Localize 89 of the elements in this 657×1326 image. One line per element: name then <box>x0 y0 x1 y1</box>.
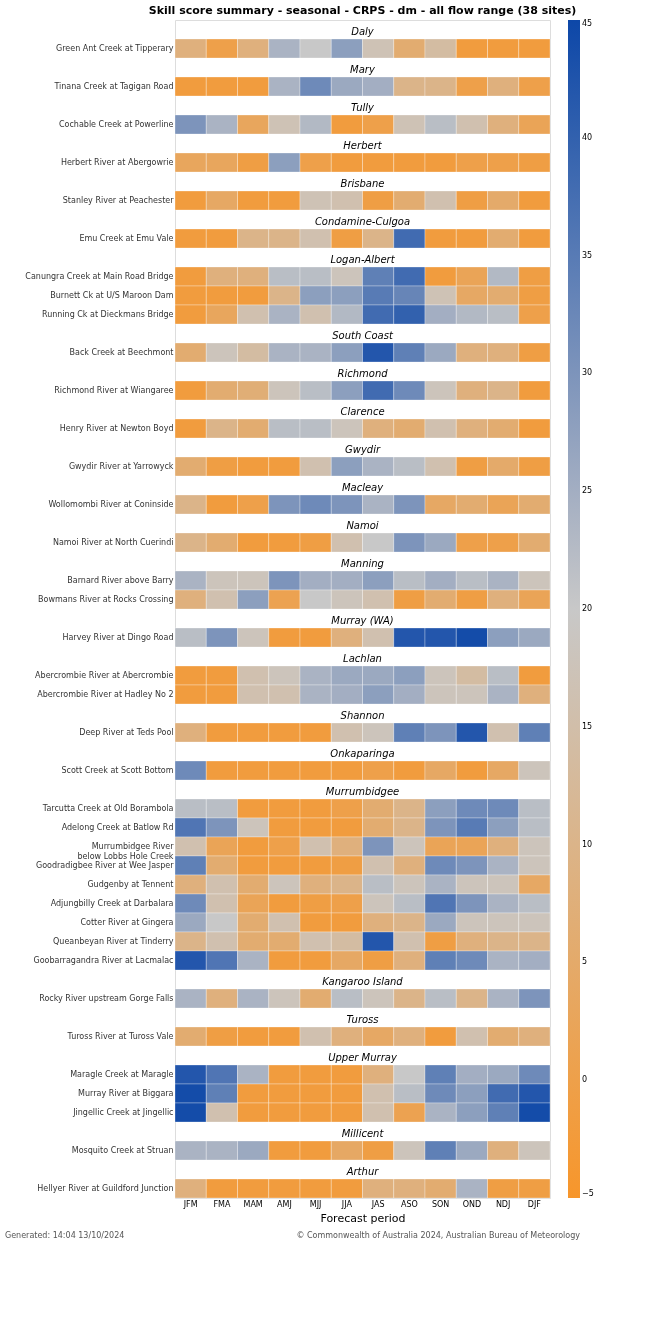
y-tick-label: Brisbane <box>340 177 385 189</box>
y-tick-label: Deep River at Teds Pool <box>79 727 174 737</box>
y-tick-label: Abercrombie River at Abercrombie <box>35 670 174 680</box>
x-tick-label: JAS <box>370 1199 385 1209</box>
y-tick-label: Upper Murray <box>328 1051 398 1063</box>
y-tick-label: Lachlan <box>343 652 382 664</box>
y-tick-label: Burnett Ck at U/S Maroon Dam <box>50 290 174 300</box>
y-tick-label: Richmond <box>337 367 389 379</box>
y-tick-label: Manning <box>341 557 384 569</box>
y-tick-label: Tarcutta Creek at Old Borambola <box>41 803 174 813</box>
x-tick-label: JFM <box>182 1199 198 1209</box>
y-tick-label: Herbert <box>343 139 383 151</box>
y-tick-label: Hellyer River at Guildford Junction <box>37 1183 174 1193</box>
y-tick-label: Murrumbidgee <box>325 785 400 797</box>
y-tick-label: Tuross River at Tuross Vale <box>66 1031 174 1041</box>
y-tick-label: Clarence <box>340 405 385 417</box>
color-bar-label: 30 <box>582 368 593 378</box>
y-tick-label: Harvey River at Dingo Road <box>62 632 174 642</box>
y-tick-label: Jingellic Creek at Jingellic <box>72 1107 174 1117</box>
x-tick-label: AMJ <box>277 1199 292 1209</box>
y-tick-label: Cochable Creek at Powerline <box>58 119 174 129</box>
text: Generated: 14:04 13/10/2024 <box>5 1231 125 1240</box>
color-bar-label: 5 <box>582 957 588 967</box>
y-tick-label: Gwydir River at Yarrowyck <box>68 461 174 471</box>
y-tick-label: Tuross <box>346 1013 379 1025</box>
x-tick-label: FMA <box>213 1199 231 1209</box>
y-tick-label: Green Ant Creek at Tipperary <box>56 43 174 53</box>
color-bar-label: 15 <box>582 721 593 731</box>
y-tick-label: Goobarragandra River at Lacmalac <box>33 955 174 965</box>
color-bar-label: 25 <box>582 486 593 496</box>
color-bar-label: 45 <box>582 19 593 28</box>
text: © Commonwealth of Australia 2024, Australian Bureau of Meteorology <box>296 1231 581 1240</box>
y-tick-label: Murrumbidgee River below Lobbs Hole Creek <box>77 841 175 861</box>
y-tick-label: Stanley River at Peachester <box>62 195 175 205</box>
y-tick-label: Scott Creek at Scott Bottom <box>61 765 174 775</box>
x-tick-label: SON <box>431 1199 450 1209</box>
y-tick-label: Macleay <box>341 481 385 493</box>
y-tick-label: Emu Creek at Emu Vale <box>79 233 174 243</box>
y-tick-label: Tully <box>351 101 376 113</box>
x-tick-label: NDJ <box>495 1199 511 1209</box>
x-tick-label: JJA <box>340 1199 353 1209</box>
y-tick-label: Herbert River at Abergowrie <box>60 157 174 167</box>
x-tick-label: MAM <box>243 1199 263 1209</box>
y-tick-label: Murray (WA) <box>331 614 394 626</box>
y-tick-label: Canungra Creek at Main Road Bridge <box>25 271 174 281</box>
x-tick-label: OND <box>462 1199 482 1209</box>
y-tick-label: Adelong Creek at Batlow Rd <box>61 822 174 832</box>
y-tick-label: Maragle Creek at Maragle <box>70 1069 174 1079</box>
y-tick-label: Kangaroo Island <box>322 975 404 987</box>
y-tick-label: Logan-Albert <box>330 253 396 265</box>
y-tick-label: Running Ck at Dieckmans Bridge <box>41 309 174 319</box>
y-tick-label: Henry River at Newton Boyd <box>59 423 174 433</box>
y-tick-label: Mary <box>350 63 376 75</box>
y-tick-label: Daly <box>351 25 375 37</box>
color-bar-label: 40 <box>582 132 593 142</box>
y-tick-label: Tinana Creek at Tagigan Road <box>53 81 174 91</box>
y-tick-label: Queanbeyan River at Tinderry <box>53 936 174 946</box>
y-tick-label: Wollomombi River at Coninside <box>48 499 174 509</box>
y-tick-label: Mosquito Creek at Struan <box>71 1145 174 1155</box>
color-bar-label: 0 <box>582 1075 588 1085</box>
y-tick-label: Cotter River at Gingera <box>80 917 174 927</box>
color-bar-label: 20 <box>582 604 593 613</box>
y-tick-label: Barnard River above Barry <box>67 575 174 585</box>
y-tick-label: Shannon <box>340 709 385 721</box>
y-tick-label: Gudgenby at Tennent <box>87 879 174 889</box>
x-axis-title: Forecast period <box>320 1211 406 1225</box>
y-tick-label: Namoi <box>346 519 379 531</box>
y-tick-label: Arthur <box>345 1165 380 1177</box>
x-tick-label: ASO <box>400 1199 418 1209</box>
chart-title: Skill score summary - seasonal - CRPS - dm - all flow range (38 sites) <box>148 4 577 17</box>
x-tick-label: MJJ <box>309 1199 322 1209</box>
y-tick-label: Namoi River at North Cuerindi <box>52 537 174 547</box>
y-tick-label: Back Creek at Beechmont <box>69 347 174 357</box>
x-tick-label: DJF <box>527 1199 542 1209</box>
color-bar-label: 10 <box>582 839 593 849</box>
y-tick-label: Gwydir <box>344 443 381 455</box>
y-tick-label: Adjungbilly Creek at Darbalara <box>50 898 174 908</box>
y-tick-label: Abercrombie River at Hadley No 2 <box>37 689 174 699</box>
y-tick-label: Goodradigbee River at Wee Jasper <box>36 860 175 870</box>
y-tick-label: Murray River at Biggara <box>78 1088 174 1098</box>
color-bar-label: −5 <box>582 1189 594 1198</box>
y-tick-label: Millicent <box>341 1127 385 1139</box>
y-tick-label: Onkaparinga <box>330 747 395 759</box>
y-tick-label: Rocky River upstream Gorge Falls <box>39 993 174 1003</box>
color-bar-label: 35 <box>582 250 593 260</box>
y-tick-label: Richmond River at Wiangaree <box>54 385 174 395</box>
y-tick-label: Condamine-Culgoa <box>314 215 411 227</box>
y-tick-label: South Coast <box>332 329 394 341</box>
y-tick-label: Bowmans River at Rocks Crossing <box>38 594 174 604</box>
